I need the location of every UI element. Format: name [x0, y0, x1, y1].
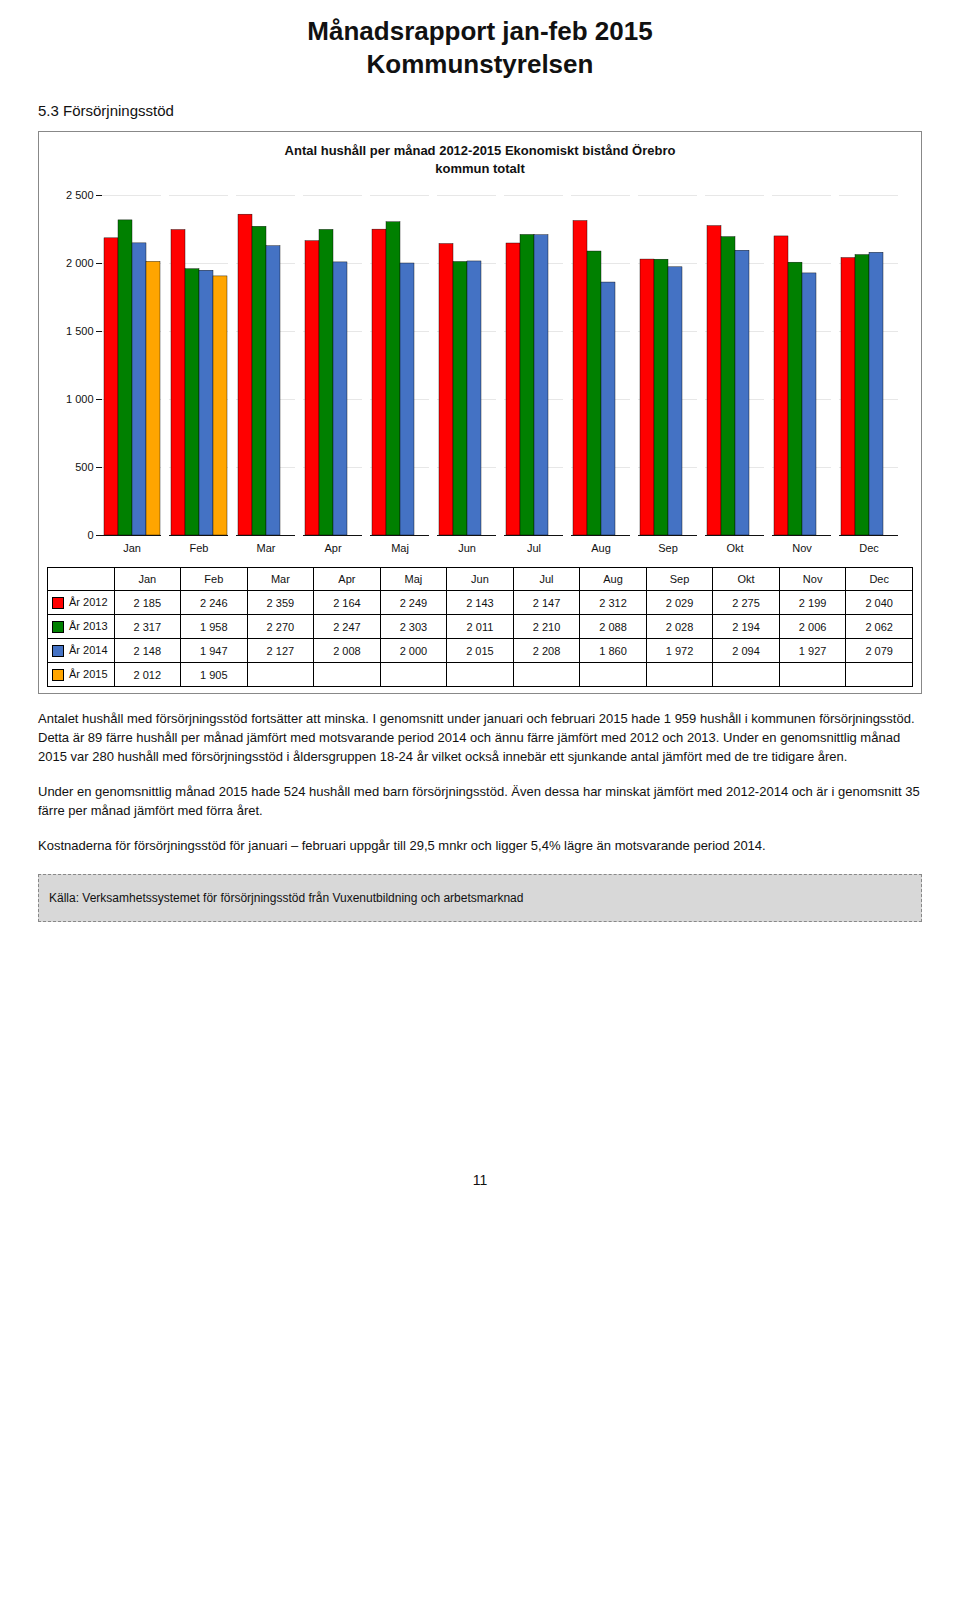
- html-text:1 860: 1 860: [599, 644, 627, 657]
- html-text:År 2015: År 2015: [69, 668, 108, 681]
- html-text:5.3 Försörjningsstöd: 5.3 Försörjningsstöd: [38, 102, 174, 119]
- html-text:1 972: 1 972: [665, 644, 694, 657]
- svg-text:1 500: 1 500: [66, 325, 94, 337]
- html-text:2 164: 2 164: [333, 596, 361, 609]
- html-text:2 012: 2 012: [133, 668, 162, 681]
- svg-text:Maj: Maj: [391, 542, 409, 554]
- svg-text:Dec: Dec: [859, 542, 879, 554]
- html-text:2 006: 2 006: [798, 620, 827, 633]
- html-text:2 312: 2 312: [599, 596, 627, 609]
- html-text:2 094: 2 094: [732, 644, 760, 657]
- svg-text:Jan: Jan: [123, 542, 141, 554]
- html-text:2 062: 2 062: [865, 620, 893, 633]
- html-text:Jun: Jun: [471, 573, 489, 586]
- html-text:Nov: Nov: [802, 573, 823, 586]
- html-text:2 011: 2 011: [466, 620, 494, 633]
- html-text:År 2012: År 2012: [69, 596, 108, 609]
- html-text:Maj: Maj: [404, 573, 423, 586]
- html-text:11: 11: [472, 1171, 488, 1188]
- html-text:Under en genomsnittlig månad 2: Under en genomsnittlig månad 2015 hade 5…: [38, 784, 920, 818]
- html-text:2 000: 2 000: [399, 644, 428, 657]
- html-text:1 958: 1 958: [200, 620, 228, 633]
- svg-text:Sep: Sep: [658, 542, 678, 554]
- html-text:2 194: 2 194: [732, 620, 760, 633]
- html-text:2 359: 2 359: [266, 596, 295, 609]
- html-text:2 127: 2 127: [266, 644, 295, 657]
- html-text:Mar: Mar: [270, 573, 290, 586]
- html-text:Aug: Aug: [603, 573, 623, 586]
- svg-text:Jun: Jun: [458, 542, 476, 554]
- svg-text:Okt: Okt: [726, 542, 743, 554]
- html-text:Källa: Verksamhetssystemet för: Källa: Verksamhetssystemet för försörjni…: [49, 890, 524, 905]
- html-text:Månadsrapport jan-feb 2015: Månadsrapport jan-feb 2015: [307, 16, 653, 46]
- svg-text:0: 0: [87, 529, 93, 541]
- html-text:2 029: 2 029: [665, 596, 694, 609]
- html-text:1 905: 1 905: [200, 668, 228, 681]
- html-text:2 015: 2 015: [466, 644, 494, 657]
- html-text:2 147: 2 147: [532, 596, 561, 609]
- html-text:Kommunstyrelsen: Kommunstyrelsen: [366, 49, 594, 79]
- html-text:2 270: 2 270: [266, 620, 295, 633]
- html-text:2 088: 2 088: [599, 620, 627, 633]
- html-text:2 143: 2 143: [466, 596, 494, 609]
- svg-text:Apr: Apr: [324, 542, 341, 554]
- svg-text:2 000: 2 000: [66, 257, 94, 269]
- html-text:2 208: 2 208: [532, 644, 561, 657]
- html-text:Apr: Apr: [338, 573, 356, 586]
- html-text:År 2014: År 2014: [69, 644, 108, 657]
- html-text:Feb: Feb: [204, 573, 224, 586]
- html-text:2 303: 2 303: [399, 620, 428, 633]
- svg-text:Nov: Nov: [792, 542, 812, 554]
- html-text:2 246: 2 246: [200, 596, 228, 609]
- html-text:2 199: 2 199: [798, 596, 827, 609]
- html-text:2 028: 2 028: [665, 620, 694, 633]
- html-text:År 2013: År 2013: [69, 620, 108, 633]
- html-text:2 008: 2 008: [333, 644, 361, 657]
- html-text:Dec: Dec: [869, 573, 889, 586]
- svg-text:Mar: Mar: [257, 542, 276, 554]
- html-text:2 079: 2 079: [865, 644, 893, 657]
- html-text:2 247: 2 247: [333, 620, 361, 633]
- svg-text:1 000: 1 000: [66, 393, 94, 405]
- svg-text:2 500: 2 500: [66, 189, 94, 201]
- html-text:2 040: 2 040: [865, 596, 893, 609]
- html-text:kommun totalt: kommun totalt: [435, 160, 525, 176]
- svg-text:Aug: Aug: [591, 542, 611, 554]
- html-text:Okt: Okt: [737, 573, 755, 586]
- html-text:Antalet hushåll med försörjnin: Antalet hushåll med försörjningsstöd for…: [38, 711, 915, 765]
- html-text:2 249: 2 249: [399, 596, 428, 609]
- html-text:Kostnaderna för försörjningsst: Kostnaderna för försörjningsstöd för jan…: [38, 837, 766, 853]
- svg-text:Jul: Jul: [527, 542, 541, 554]
- html-text:Antal hushåll per månad 2012-2: Antal hushåll per månad 2012-2015 Ekonom…: [284, 143, 676, 158]
- svg-text:500: 500: [75, 461, 93, 473]
- html-text:2 317: 2 317: [133, 620, 162, 633]
- html-text:2 148: 2 148: [133, 644, 162, 657]
- html-text:2 275: 2 275: [732, 596, 760, 609]
- html-text:Jul: Jul: [539, 573, 554, 586]
- html-text:Sep: Sep: [669, 573, 690, 586]
- svg-text:Feb: Feb: [190, 542, 209, 554]
- html-text:1 947: 1 947: [200, 644, 228, 657]
- html-text:Jan: Jan: [138, 573, 157, 586]
- html-text:1 927: 1 927: [798, 644, 827, 657]
- html-text:2 210: 2 210: [532, 620, 561, 633]
- html-text:2 185: 2 185: [133, 596, 162, 609]
